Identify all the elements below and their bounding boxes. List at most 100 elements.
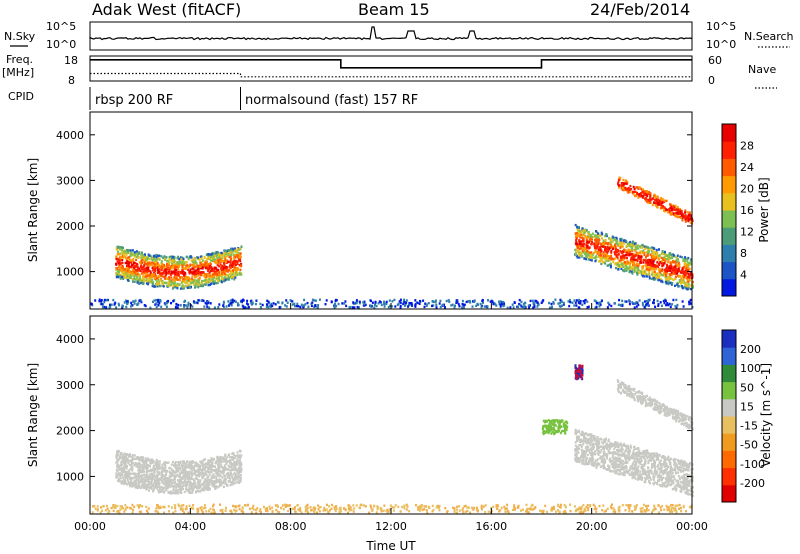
- power-echo-cell: [619, 241, 621, 245]
- velocity-echo-cell: [115, 456, 118, 459]
- power-echo-cell: [124, 261, 127, 265]
- power-echo-cell: [657, 201, 660, 205]
- power-echo-cell: [311, 301, 314, 304]
- velocity-echo-cell: [231, 482, 234, 485]
- velocity-echo-cell: [145, 459, 148, 463]
- velocity-echo-cell: [140, 471, 143, 474]
- power-echo-cell: [652, 267, 655, 270]
- power-echo-cell: [641, 244, 644, 248]
- power-echo-cell: [622, 256, 625, 259]
- velocity-echo-cell: [181, 477, 184, 480]
- velocity-echo-cell: [201, 464, 204, 468]
- power-echo-cell: [574, 301, 577, 304]
- power-echo-cell: [664, 269, 667, 272]
- velocity-echo-cell: [191, 486, 194, 489]
- power-echo-cell: [666, 268, 669, 272]
- power-echo-cell: [614, 263, 617, 266]
- power-echo-cell: [116, 260, 119, 263]
- power-echo-cell: [145, 279, 148, 282]
- power-echo-cell: [606, 264, 609, 267]
- velocity-echo-cell: [231, 452, 234, 455]
- power-echo-cell: [502, 300, 505, 304]
- power-echo-cell: [364, 303, 367, 306]
- power-echo-cell: [163, 257, 166, 261]
- power-echo-cell: [242, 298, 244, 301]
- velocity-echo-cell: [233, 461, 236, 464]
- power-echo-cell: [374, 303, 376, 307]
- power-echo-cell: [614, 302, 616, 305]
- power-echo-cell: [154, 259, 157, 262]
- power-echo-cell: [197, 299, 200, 302]
- velocity-echo-cell: [158, 485, 161, 488]
- power-cbar-swatch: [722, 261, 736, 280]
- power-echo-cell: [621, 262, 624, 265]
- power-echo-cell: [121, 275, 124, 279]
- power-echo-cell: [593, 235, 596, 239]
- power-echo-cell: [165, 272, 168, 275]
- power-echo-cell: [669, 203, 671, 206]
- velocity-echo-cell: [126, 479, 129, 482]
- power-echo-cell: [137, 302, 140, 305]
- velocity-echo-cell: [156, 485, 159, 489]
- power-echo-cell: [130, 305, 133, 308]
- power-echo-cell: [659, 203, 662, 206]
- power-echo-cell: [432, 300, 435, 304]
- velocity-echo-cell: [168, 466, 171, 470]
- power-echo-cell: [631, 255, 634, 258]
- power-echo-cell: [687, 218, 690, 221]
- power-echo-cell: [206, 279, 209, 282]
- power-echo-cell: [648, 261, 651, 264]
- power-echo-cell: [213, 280, 216, 283]
- power-echo-cell: [655, 267, 658, 271]
- power-echo-cell: [448, 300, 451, 304]
- power-echo-cell: [234, 256, 237, 259]
- power-echo-cell: [686, 269, 689, 272]
- velocity-echo-cell: [145, 483, 148, 487]
- power-echo-cell: [689, 287, 692, 291]
- power-echo-cell: [579, 236, 582, 239]
- power-echo-cell: [663, 262, 666, 265]
- velocity-echo-cell: [206, 466, 209, 469]
- power-echo-cell: [639, 260, 642, 264]
- velocity-echo-cell: [142, 462, 145, 465]
- velocity-echo-cell: [135, 484, 138, 488]
- power-echo-cell: [143, 256, 146, 260]
- power-echo-cell: [688, 211, 691, 214]
- velocity-echo-cell: [208, 488, 211, 491]
- power-cbar-label: Power [dB]: [757, 177, 771, 242]
- nsky-frame: [89, 21, 693, 51]
- power-echo-cell: [335, 305, 338, 308]
- power-echo-cell: [598, 238, 601, 242]
- power-echo-cell: [189, 270, 192, 273]
- velocity-echo-cell: [195, 462, 198, 466]
- velocity-echo-cell: [129, 483, 132, 486]
- power-echo-cell: [601, 233, 604, 236]
- power-echo-cell: [584, 299, 587, 302]
- power-echo-cell: [193, 301, 196, 305]
- power-echo-cell: [149, 306, 152, 309]
- power-echo-cell: [666, 302, 669, 305]
- power-echo-cell: [119, 266, 122, 269]
- power-echo-cell: [188, 283, 191, 286]
- power-echo-cell: [487, 299, 489, 302]
- velocity-echo-cell: [146, 468, 149, 471]
- power-echo-cell: [208, 306, 211, 309]
- velocity-echo-cell: [169, 485, 172, 488]
- power-echo-cell: [615, 266, 617, 270]
- power-echo-cell: [163, 255, 166, 258]
- power-echo-cell: [165, 256, 168, 259]
- velocity-echo-cell: [222, 471, 225, 474]
- power-echo-cell: [123, 301, 126, 304]
- power-echo-cell: [600, 242, 603, 246]
- power-echo-cell: [185, 281, 187, 284]
- power-echo-cell: [667, 254, 670, 257]
- power-echo-cell: [687, 275, 689, 279]
- power-echo-cell: [121, 252, 124, 255]
- power-echo-cell: [196, 301, 199, 305]
- power-echo-cell: [154, 268, 157, 272]
- power-echo-cell: [178, 260, 181, 263]
- velocity-echo-cell: [165, 479, 168, 483]
- power-echo-cell: [650, 264, 653, 267]
- power-echo-cell: [669, 252, 672, 255]
- power-echo-cell: [684, 256, 687, 259]
